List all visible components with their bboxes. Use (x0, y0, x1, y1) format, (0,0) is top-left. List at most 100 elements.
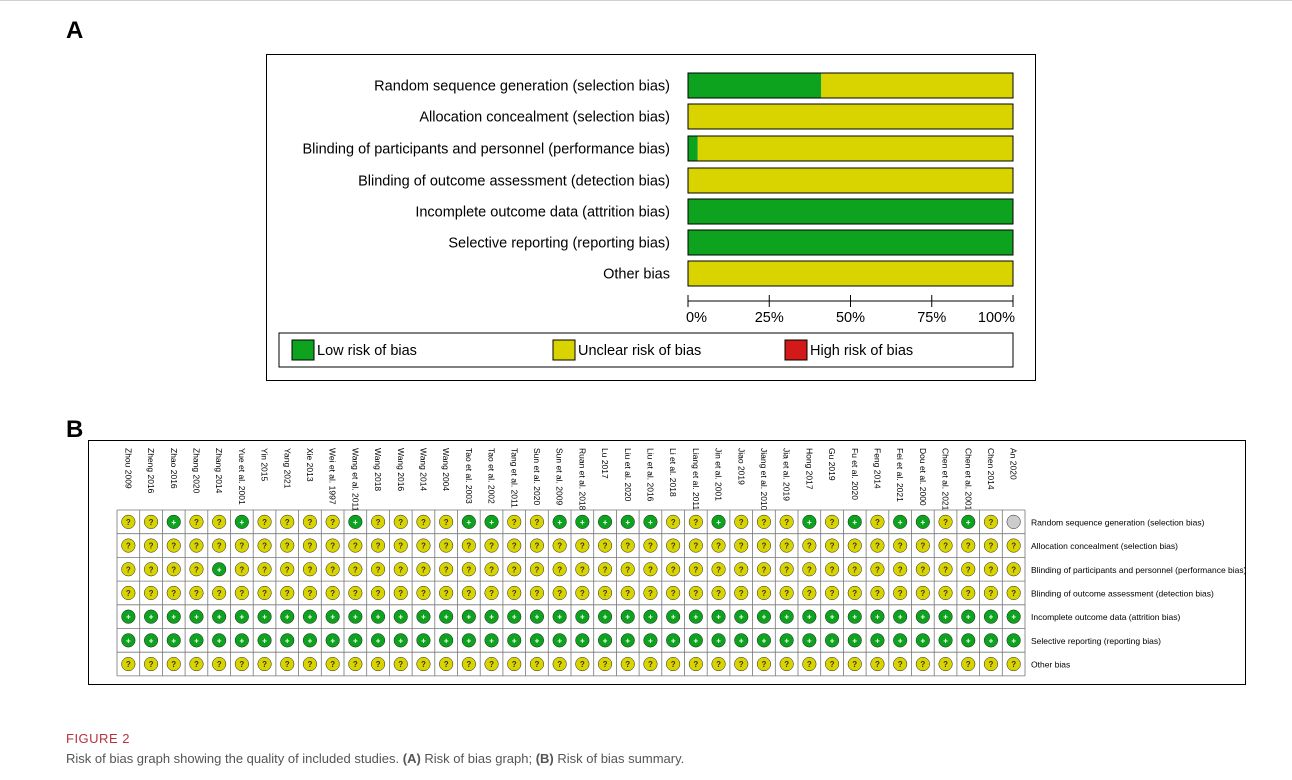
risk-of-bias-graph: Random sequence generation (selection bi… (278, 72, 1015, 368)
rating-dot (348, 562, 363, 577)
rating-symbol: + (421, 636, 426, 645)
rating-dot (325, 657, 340, 672)
rating-symbol: ? (194, 589, 199, 598)
rating-dot (961, 609, 976, 624)
rating-dot (893, 538, 908, 553)
rating-dot (552, 609, 567, 624)
rating-symbol: ? (943, 565, 948, 574)
rating-symbol: + (875, 613, 880, 622)
rating-dot (893, 585, 908, 601)
rating-symbol: ? (262, 589, 267, 598)
rating-symbol: + (421, 613, 426, 622)
category-label: Blinding of participants and personnel (… (302, 142, 670, 158)
rating-symbol: ? (762, 565, 767, 574)
rating-symbol: + (762, 636, 767, 645)
rating-dot (484, 538, 499, 553)
rating-symbol: ? (693, 660, 698, 669)
rating-symbol: + (217, 636, 222, 645)
rating-dot (393, 562, 408, 577)
rating-dot (734, 585, 749, 601)
rating-dot (643, 609, 658, 624)
rating-symbol: ? (149, 542, 154, 551)
legend-box (278, 332, 1014, 368)
rating-symbol: ? (739, 542, 744, 551)
rating-dot (189, 538, 204, 553)
rating-dot (348, 585, 363, 601)
rating-dot (371, 585, 386, 601)
rating-dot (144, 633, 159, 648)
rating-symbol: + (535, 636, 540, 645)
rating-symbol: ? (308, 518, 313, 527)
rating-dot (439, 514, 454, 529)
rating-symbol: ? (648, 565, 653, 574)
bar-outline (687, 135, 1014, 162)
rating-dot (847, 562, 862, 577)
rating-symbol: + (308, 636, 313, 645)
rating-symbol: ? (194, 660, 199, 669)
rating-symbol: + (784, 613, 789, 622)
rating-dot (121, 609, 136, 624)
study-label: Chen et al. 2021 (941, 448, 951, 511)
rating-dot (870, 657, 885, 672)
rating-symbol: ? (285, 589, 290, 598)
rating-symbol: ? (989, 589, 994, 598)
rating-dot (688, 585, 703, 601)
rating-dot (688, 609, 703, 624)
rating-symbol: + (512, 613, 517, 622)
rating-dot (598, 657, 613, 672)
rating-symbol: ? (376, 660, 381, 669)
category-label: Blinding of outcome assessment (detectio… (358, 174, 670, 190)
rating-symbol: ? (330, 542, 335, 551)
rating-symbol: ? (739, 565, 744, 574)
rating-dot (280, 633, 295, 648)
study-label: Wang 2004 (441, 448, 451, 491)
rating-dot (847, 585, 862, 601)
rating-symbol: ? (535, 589, 540, 598)
rating-symbol: ? (762, 518, 767, 527)
rating-symbol: ? (807, 589, 812, 598)
rating-dot (961, 633, 976, 648)
rating-dot (529, 585, 545, 601)
rating-dot (779, 609, 794, 624)
rating-symbol: ? (149, 565, 154, 574)
rating-dot (280, 538, 295, 553)
rating-symbol: + (625, 613, 630, 622)
rating-dot (802, 562, 817, 577)
rating-dot (166, 657, 181, 672)
rating-dot (598, 562, 613, 577)
rating-dot (416, 514, 431, 529)
study-label: Hong 2017 (804, 448, 814, 490)
rating-symbol: ? (625, 565, 630, 574)
rating-symbol: ? (535, 518, 540, 527)
rating-dot (257, 514, 272, 529)
rating-symbol: ? (126, 542, 131, 551)
rating-dot (711, 562, 726, 577)
rating-symbol: ? (285, 542, 290, 551)
rating-dot (302, 585, 318, 601)
rating-symbol: + (716, 636, 721, 645)
rating-dot (507, 514, 522, 529)
rating-dot (825, 585, 840, 601)
rating-symbol: + (171, 613, 176, 622)
rating-dot (620, 657, 635, 672)
rating-dot (575, 585, 590, 601)
caption-b-text: Risk of bias summary. (553, 751, 685, 766)
rating-dot (439, 562, 454, 577)
rating-dot (552, 562, 567, 577)
rating-dot (643, 633, 658, 648)
rating-symbol: ? (330, 589, 335, 598)
rating-dot (234, 657, 249, 672)
rating-dot (325, 585, 340, 601)
rating-dot (484, 562, 499, 577)
rating-symbol: + (1011, 613, 1016, 622)
study-label: Jiao 2019 (736, 448, 746, 485)
rating-symbol: + (217, 565, 222, 574)
rating-dot (666, 562, 681, 577)
rating-dot (325, 609, 340, 624)
rating-symbol: ? (421, 589, 426, 598)
rating-dot (461, 538, 476, 553)
rating-symbol: + (171, 518, 176, 527)
study-label: Zhang 2020 (191, 448, 201, 494)
rating-dot (189, 585, 204, 601)
rating-dot (416, 633, 431, 648)
